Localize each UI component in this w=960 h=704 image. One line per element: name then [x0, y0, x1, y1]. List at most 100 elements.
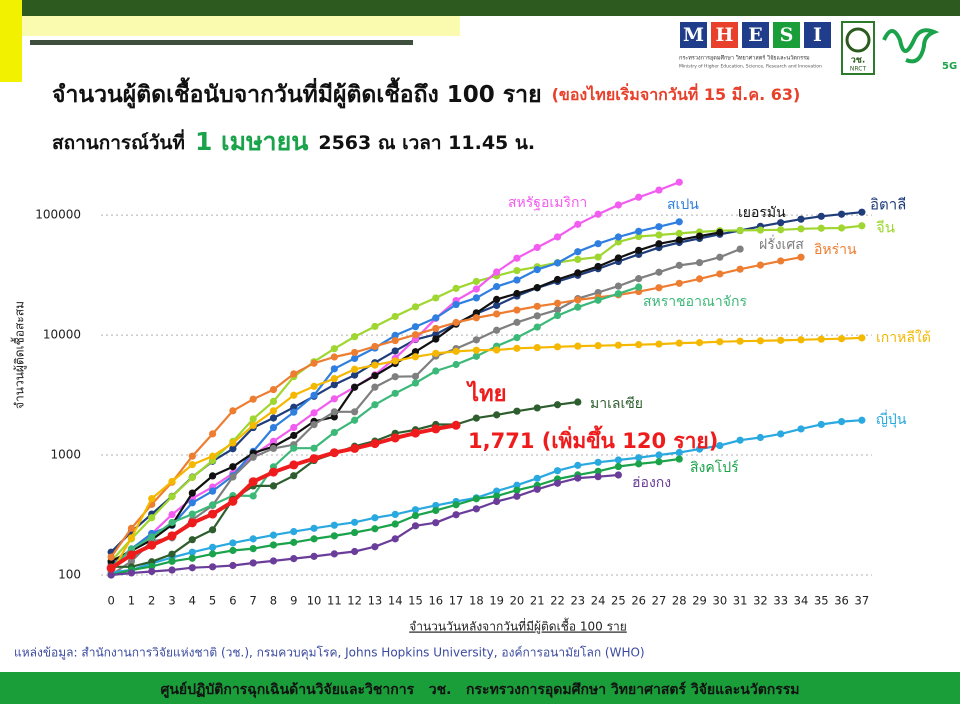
logo: กระทรวงการอุดมศึกษา วิทยาศาสตร์ วิจัยและ…	[679, 21, 957, 75]
data-point	[675, 279, 683, 287]
data-point	[269, 385, 278, 394]
series-label: สเปน	[667, 197, 699, 213]
data-point	[675, 178, 683, 186]
data-point	[188, 452, 196, 460]
data-point	[371, 372, 379, 380]
x-tick-label: 36	[834, 594, 849, 608]
data-point	[513, 344, 521, 352]
data-point	[351, 354, 359, 362]
data-point	[290, 444, 298, 452]
data-point	[208, 543, 217, 551]
data-point	[635, 193, 643, 201]
series	[107, 178, 683, 568]
data-point	[249, 492, 257, 500]
data-point	[574, 342, 582, 350]
data-point	[817, 335, 825, 343]
data-point	[756, 261, 765, 269]
data-point	[228, 496, 238, 506]
data-point	[614, 233, 622, 241]
data-point	[269, 414, 278, 422]
data-point	[777, 219, 785, 227]
data-point	[695, 275, 704, 283]
data-point	[655, 340, 663, 348]
data-point	[533, 302, 541, 310]
data-point	[411, 348, 420, 356]
series-label: ฝรั่งเศส	[759, 235, 804, 253]
x-tick-label: 5	[209, 594, 216, 608]
data-point	[493, 295, 501, 303]
data-point	[290, 423, 298, 432]
data-point	[635, 227, 643, 235]
data-point	[432, 506, 440, 515]
data-point	[716, 228, 724, 236]
data-point	[290, 370, 298, 378]
data-point	[736, 245, 744, 253]
corner-tab	[0, 0, 22, 82]
x-tick-label: 6	[229, 594, 236, 608]
data-point	[837, 335, 846, 343]
data-point	[533, 243, 541, 252]
series-label: สหราชอาณาจักร	[643, 294, 747, 310]
ministry-th: กระทรวงการอุดมศึกษา วิทยาศาสตร์ วิจัยและ…	[679, 55, 810, 62]
x-tick-label: 37	[855, 594, 870, 608]
x-tick-label: 31	[733, 594, 748, 608]
data-point	[106, 563, 116, 573]
data-point	[269, 482, 278, 490]
data-point	[390, 433, 400, 443]
data-point	[655, 231, 663, 239]
data-point	[533, 284, 541, 292]
data-point	[391, 520, 399, 528]
data-point	[493, 492, 501, 500]
series	[107, 222, 866, 565]
data-point	[452, 360, 460, 369]
data-point	[594, 210, 602, 218]
data-point	[594, 253, 602, 261]
data-point	[188, 564, 196, 572]
data-point	[290, 408, 298, 416]
data-point	[533, 404, 541, 412]
data-point	[371, 514, 379, 522]
series-label: เยอรมัน	[738, 205, 786, 221]
data-point	[655, 451, 663, 459]
logo-letter: H	[716, 24, 734, 46]
header-rule	[30, 40, 413, 45]
data-point	[351, 547, 359, 556]
data-point	[635, 275, 643, 283]
data-point	[594, 473, 602, 481]
y-tick-label: 100000	[35, 208, 81, 222]
data-point	[269, 557, 278, 565]
data-point	[187, 518, 197, 528]
data-point	[574, 255, 582, 264]
data-point	[330, 395, 338, 403]
data-point	[452, 300, 460, 309]
data-point	[330, 381, 338, 389]
subtitle-date: 1 เมษายน	[195, 127, 308, 156]
data-point	[553, 401, 562, 409]
data-point	[310, 382, 318, 390]
logo-letter-box	[804, 22, 831, 48]
data-point	[371, 401, 379, 409]
data-point	[513, 318, 521, 326]
data-point	[736, 436, 744, 444]
data-point	[126, 550, 136, 560]
x-tick-label: 20	[510, 594, 525, 608]
data-point	[351, 333, 359, 341]
data-point	[350, 443, 360, 453]
data-point	[777, 430, 785, 438]
data-point	[756, 337, 765, 345]
data-point	[411, 323, 420, 331]
data-point	[777, 226, 785, 234]
data-point	[574, 398, 582, 406]
x-tick-label: 28	[672, 594, 687, 608]
data-point	[513, 407, 521, 415]
data-point	[716, 441, 724, 450]
data-point	[594, 296, 602, 304]
logo-letter: E	[748, 24, 762, 46]
data-point	[410, 428, 420, 438]
data-point	[127, 569, 136, 577]
data-point	[391, 357, 399, 365]
data-point	[655, 240, 663, 248]
series-label: อิหร่าน	[814, 242, 857, 258]
x-tick-label: 24	[591, 594, 606, 608]
data-point	[167, 531, 177, 541]
